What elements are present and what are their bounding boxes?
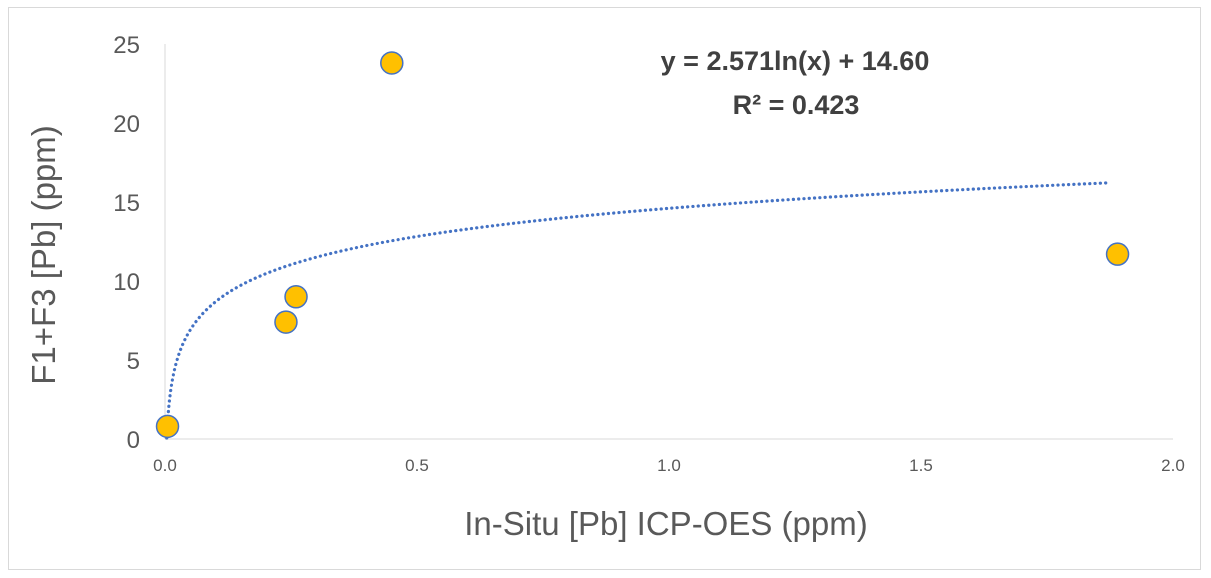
y-tick-label: 15: [113, 190, 140, 217]
x-axis-title: In-Situ [Pb] ICP-OES (ppm): [464, 505, 867, 542]
y-tick-label: 20: [113, 111, 140, 138]
x-tick-label: 1.5: [909, 456, 933, 475]
y-tick-label: 25: [113, 32, 140, 59]
r-squared-label: R² = 0.423: [733, 90, 860, 120]
x-tick-labels: 0.0 0.5 1.0 1.5 2.0: [153, 456, 1185, 475]
log-trendline: [165, 181, 1110, 440]
data-point: [380, 51, 404, 75]
x-tick-label: 0.0: [153, 456, 177, 475]
y-axis-title: F1+F3 [Pb] (ppm): [25, 125, 62, 385]
x-tick-label: 1.0: [657, 456, 681, 475]
data-point: [274, 310, 298, 334]
data-point: [155, 414, 180, 439]
y-tick-labels: 0 5 10 15 20 25: [113, 32, 140, 454]
chart-frame: [8, 7, 1201, 570]
axes: [164, 44, 1173, 440]
trendline-equation: y = 2.571ln(x) + 14.60: [661, 46, 930, 76]
y-tick-label: 0: [127, 427, 140, 454]
data-point: [284, 285, 308, 309]
data-points: [155, 51, 1130, 439]
y-tick-label: 5: [127, 348, 140, 375]
data-point: [1105, 242, 1130, 266]
y-tick-label: 10: [113, 269, 140, 296]
x-tick-label: 0.5: [405, 456, 429, 475]
x-tick-label: 2.0: [1161, 456, 1185, 475]
